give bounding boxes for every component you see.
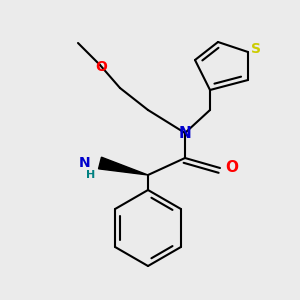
Text: O: O [226,160,238,175]
Text: O: O [95,60,107,74]
Polygon shape [98,157,148,175]
Text: N: N [79,156,91,170]
Text: S: S [251,42,261,56]
Text: H: H [86,170,96,180]
Text: N: N [178,125,191,140]
